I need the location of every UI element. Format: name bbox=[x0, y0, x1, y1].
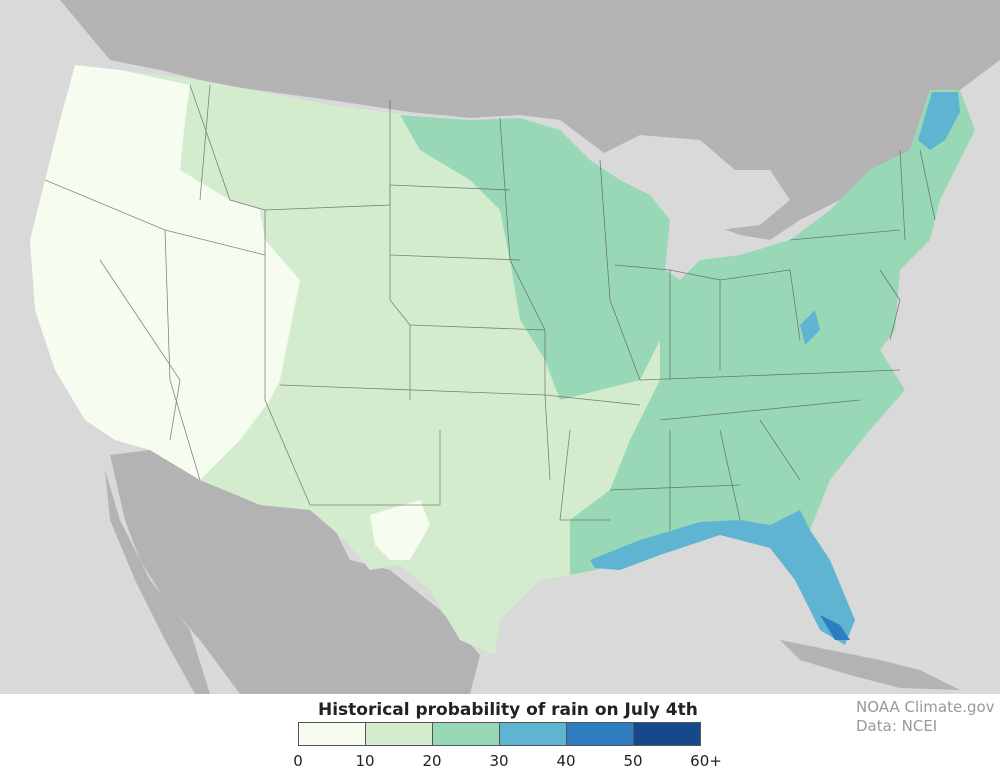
texas-dry-zone bbox=[370, 500, 430, 560]
legend-tick: 10 bbox=[355, 752, 375, 770]
legend-tick: 40 bbox=[556, 752, 576, 770]
legend-color-bar bbox=[298, 722, 701, 746]
legend-swatch-40-50 bbox=[567, 723, 634, 745]
legend-tick: 60+ bbox=[690, 752, 722, 770]
north-central-wet-zone bbox=[400, 115, 670, 400]
south-florida-wettest-zone bbox=[820, 615, 850, 640]
west-dry-zone bbox=[30, 65, 300, 480]
gulf-coast-wetter-zone bbox=[590, 510, 855, 645]
credit-source: NOAA Climate.gov bbox=[856, 698, 995, 716]
legend-tick: 30 bbox=[489, 752, 509, 770]
legend-swatch-20-30 bbox=[433, 723, 500, 745]
east-wet-zone bbox=[570, 90, 975, 575]
mexico-landmass bbox=[110, 450, 480, 694]
credit-data: Data: NCEI bbox=[856, 717, 938, 735]
legend-swatch-0-10 bbox=[299, 723, 366, 745]
legend-swatch-50-60 bbox=[634, 723, 700, 745]
us-rain-probability-map bbox=[0, 0, 1000, 694]
baja-california bbox=[105, 470, 210, 694]
legend-swatch-10-20 bbox=[366, 723, 433, 745]
state-borders bbox=[44, 84, 936, 530]
great-lakes bbox=[590, 135, 790, 280]
legend-tick: 0 bbox=[293, 752, 303, 770]
maine-wetter-zone bbox=[918, 92, 960, 150]
legend-tick: 50 bbox=[623, 752, 643, 770]
appalachian-wetter-zone bbox=[800, 310, 820, 345]
cuba bbox=[780, 640, 960, 690]
legend-title: Historical probability of rain on July 4… bbox=[318, 700, 698, 720]
legend-tick: 20 bbox=[422, 752, 442, 770]
legend-swatch-30-40 bbox=[500, 723, 567, 745]
